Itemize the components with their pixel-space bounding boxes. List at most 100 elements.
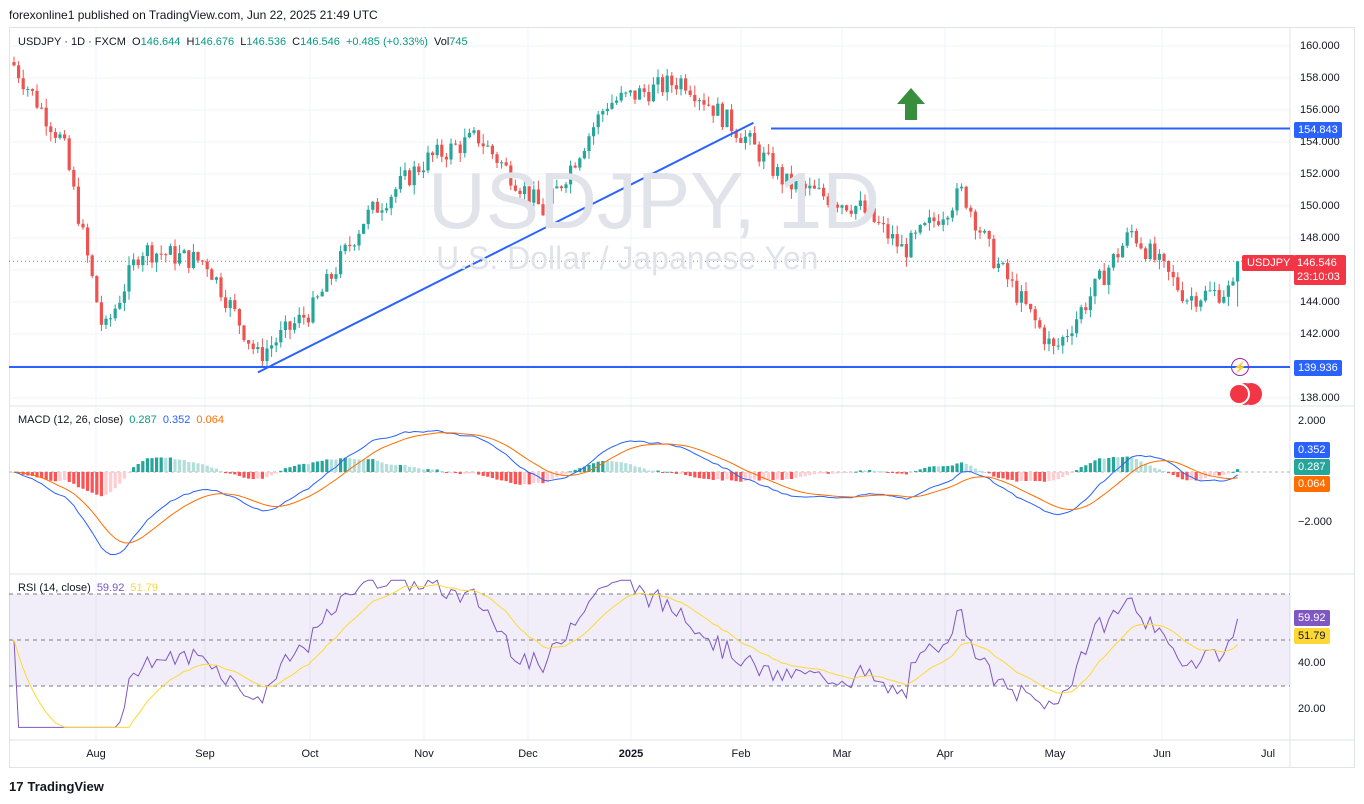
macd-histogram-bar [739,472,743,482]
candle-body [684,78,688,91]
candle-body [109,318,113,320]
candle-body [366,209,370,224]
candle-body [766,152,770,154]
macd-legend[interactable]: MACD (12, 26, close) 0.287 0.352 0.064 [18,414,227,426]
tradingview-brand[interactable]: 17 TradingView [9,779,104,794]
macd-histogram-bar [320,460,324,472]
macd-tag: 0.352 [1294,442,1330,458]
candle-body [72,169,76,187]
candle-body [601,111,605,115]
candle-body [941,219,945,225]
candle-body [923,223,927,226]
macd-histogram-bar [412,467,416,472]
macd-histogram-bar [44,472,48,480]
macd-histogram-bar [633,466,637,472]
macd-histogram-bar [63,472,67,481]
legend-l-label: L [240,36,247,48]
macd-histogram-bar [964,463,968,472]
macd-histogram-bar [1029,472,1033,481]
macd-histogram-bar [546,472,550,482]
candle-body [559,186,563,189]
candle-body [628,90,632,93]
candle-body [339,251,343,275]
lightning-icon[interactable]: ⚡ [1231,358,1249,376]
macd-histogram-bar [500,472,504,481]
candle-body [431,152,435,156]
candle-body [1148,243,1152,259]
candle-body [771,153,775,176]
candle-body [343,244,347,252]
candle-body [35,90,39,108]
macd-histogram-bar [941,466,945,472]
macd-histogram-bar [891,472,895,473]
candle-body [1213,289,1217,291]
macd-histogram-bar [1190,472,1194,481]
macd-histogram-bar [1176,472,1180,478]
candle-body [748,133,752,137]
macd-histogram-bar [1222,472,1226,475]
macd-histogram-bar [955,463,959,472]
candle-body [877,222,881,224]
candle-body [973,211,977,231]
macd-histogram-bar [969,465,973,472]
macd-histogram-bar [357,459,361,472]
price-tick-label: 152.000 [1300,168,1340,180]
macd-histogram-bar [1167,472,1171,474]
macd-histogram-bar [30,472,34,476]
macd-histogram-bar [817,472,821,474]
legend-c-value: 146.546 [300,36,340,48]
macd-histogram-bar [297,464,301,472]
macd-tick-top: 2.000 [1298,415,1326,427]
macd-histogram-bar [918,469,922,472]
candle-body [743,136,747,143]
candle-body [348,244,352,247]
macd-histogram-bar [1111,456,1115,472]
candle-body [619,92,623,101]
macd-histogram-bar [826,472,830,474]
us-flag-icon[interactable] [1228,383,1250,405]
macd-histogram-bar [325,459,329,472]
candle-body [964,186,968,208]
candle-body [486,145,490,147]
candle-body [1056,345,1060,347]
x-axis-label: Sep [195,748,215,760]
macd-histogram-bar [35,472,39,478]
candle-body [306,317,310,323]
candle-body [950,210,954,218]
macd-histogram-bar [426,469,430,472]
macd-histogram-bar [674,472,678,474]
candle-body [1019,291,1023,303]
candle-body [237,309,241,326]
macd-histogram-bar [513,472,517,485]
candle-body [1208,290,1212,292]
macd-histogram-bar [559,472,563,476]
x-axis-label: Jul [1260,748,1276,760]
macd-histogram-bar [582,466,586,472]
candle-body [302,314,306,318]
candle-body [421,170,425,173]
macd-histogram-bar [1134,458,1138,472]
macd-histogram-bar [1157,469,1161,472]
candle-body [81,223,85,228]
candle-body [288,321,292,330]
macd-histogram-bar [789,472,793,479]
macd-histogram-bar [509,472,513,483]
legend-symbol[interactable]: USDJPY · 1D · FXCM [18,36,126,48]
candle-body [352,245,356,247]
candle-body [707,104,711,106]
candle-body [265,348,269,362]
rsi-legend[interactable]: RSI (14, close) 59.92 51.79 [18,582,161,594]
macd-histogram-bar [458,472,462,475]
candle-body [155,253,159,263]
candle-body [550,188,554,204]
macd-histogram-bar [734,472,738,482]
candle-body [1079,307,1083,320]
candle-body [969,207,973,212]
main-legend[interactable]: USDJPY · 1D · FXCM O146.644 H146.676 L14… [18,36,471,48]
macd-histogram-bar [863,470,867,472]
macd-histogram-bar [288,467,292,472]
macd-histogram-bar [518,472,522,485]
candle-body [1075,319,1079,334]
macd-histogram-bar [615,461,619,472]
